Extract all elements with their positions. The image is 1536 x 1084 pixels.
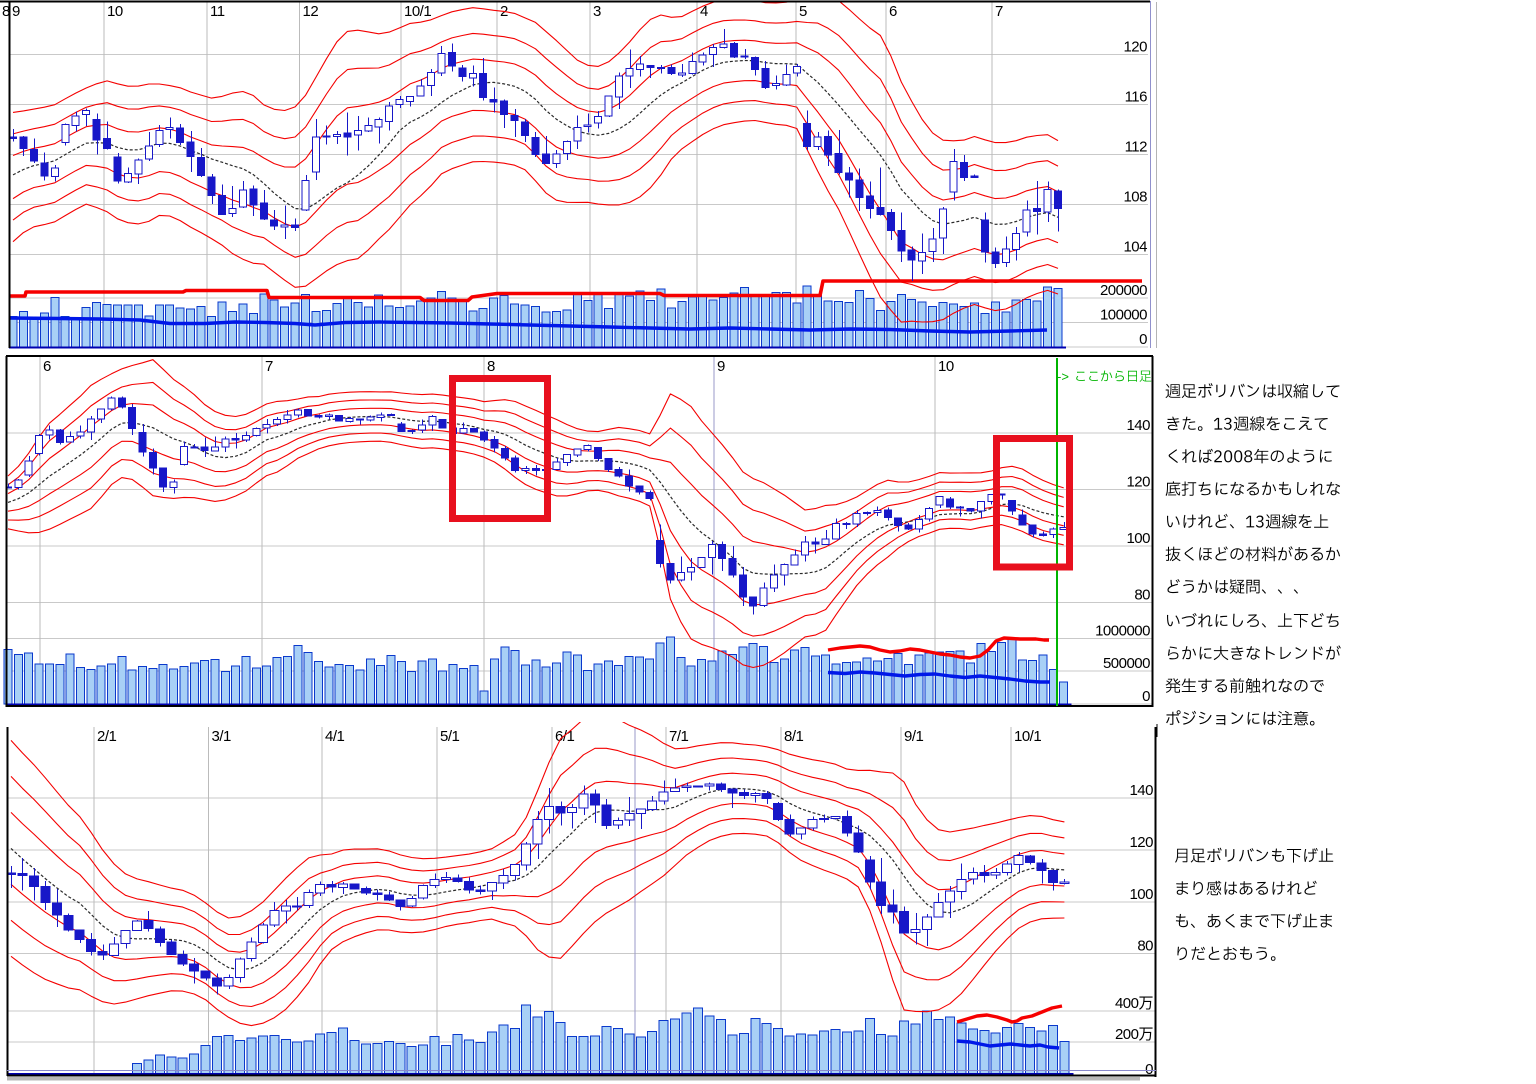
svg-text:7/1: 7/1 <box>669 728 689 745</box>
svg-text:9: 9 <box>12 3 20 20</box>
svg-text:400万: 400万 <box>1115 995 1154 1012</box>
svg-text:10/1: 10/1 <box>1014 728 1041 745</box>
svg-text:11: 11 <box>210 3 225 20</box>
svg-text:140: 140 <box>1129 782 1153 799</box>
svg-text:1000000: 1000000 <box>1095 623 1150 640</box>
svg-text:100000: 100000 <box>1100 307 1147 324</box>
svg-text:6: 6 <box>43 358 51 375</box>
svg-text:9/1: 9/1 <box>904 728 924 745</box>
svg-text:6: 6 <box>889 3 897 20</box>
svg-text:7: 7 <box>995 3 1003 20</box>
svg-text:6/1: 6/1 <box>555 728 575 745</box>
svg-text:3/1: 3/1 <box>212 728 232 745</box>
svg-text:104: 104 <box>1123 239 1147 256</box>
svg-text:500000: 500000 <box>1103 655 1150 672</box>
svg-text:9: 9 <box>717 358 725 375</box>
svg-text:120: 120 <box>1126 474 1150 491</box>
svg-text:112: 112 <box>1125 139 1148 156</box>
svg-text:7: 7 <box>265 358 273 375</box>
svg-text:120: 120 <box>1123 39 1147 56</box>
svg-text:10/1: 10/1 <box>404 3 431 20</box>
svg-text:5: 5 <box>799 3 807 20</box>
svg-text:12: 12 <box>303 3 319 20</box>
svg-text:200000: 200000 <box>1100 282 1147 299</box>
svg-text:100: 100 <box>1126 530 1150 547</box>
svg-text:4/1: 4/1 <box>325 728 345 745</box>
svg-text:108: 108 <box>1123 189 1147 206</box>
svg-text:2/1: 2/1 <box>97 728 117 745</box>
svg-text:80: 80 <box>1137 938 1153 955</box>
svg-text:80: 80 <box>1134 587 1150 604</box>
svg-text:120: 120 <box>1129 834 1153 851</box>
svg-text:8: 8 <box>487 358 495 375</box>
svg-text:->: -> <box>1057 369 1069 384</box>
svg-text:0: 0 <box>1145 1061 1153 1078</box>
svg-text:0: 0 <box>1142 688 1150 705</box>
svg-text:10: 10 <box>107 3 123 20</box>
svg-text:8/1: 8/1 <box>784 728 804 745</box>
svg-text:4: 4 <box>700 3 708 20</box>
svg-text:200万: 200万 <box>1115 1026 1154 1043</box>
svg-text:100: 100 <box>1129 886 1153 903</box>
svg-text:3: 3 <box>593 3 601 20</box>
svg-text:140: 140 <box>1126 417 1150 434</box>
svg-text:116: 116 <box>1125 89 1148 106</box>
svg-text:0: 0 <box>1139 331 1147 348</box>
svg-text:10: 10 <box>938 358 954 375</box>
svg-text:8: 8 <box>2 3 10 20</box>
svg-text:5/1: 5/1 <box>440 728 460 745</box>
